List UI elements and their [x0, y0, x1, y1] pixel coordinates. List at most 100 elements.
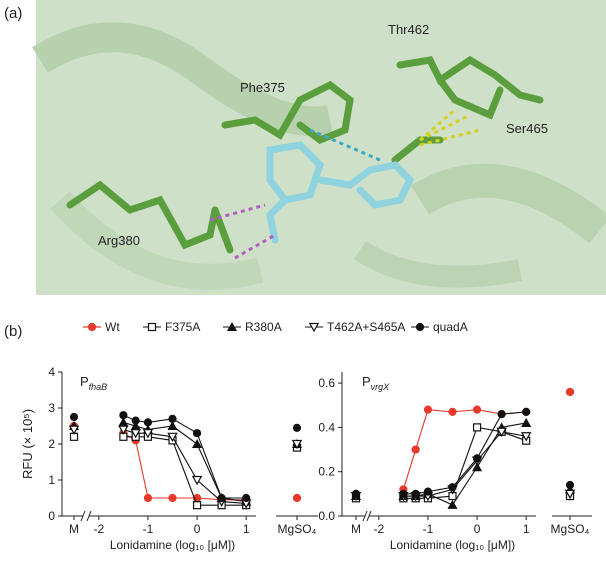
- marker: [192, 429, 202, 438]
- legend-label: T462A+S465A: [327, 320, 405, 334]
- x-tick-label: 1: [243, 522, 250, 536]
- y-tick-label: 0.2: [318, 465, 335, 479]
- marker: [118, 425, 129, 435]
- marker: [521, 417, 532, 427]
- x-axis-label: Lonidamine (log₁₀ [μM]): [110, 538, 235, 552]
- residue-label: Phe375: [240, 80, 285, 95]
- marker: [497, 409, 506, 419]
- residue-label: Arg380: [98, 233, 140, 248]
- marker: [291, 439, 303, 450]
- x-tick-label: M: [351, 522, 361, 536]
- residue-label: Thr462: [388, 22, 429, 37]
- series-line: [123, 432, 247, 501]
- marker: [143, 418, 153, 427]
- marker: [143, 493, 153, 503]
- y-tick-label: 2: [48, 437, 55, 451]
- residue-label: Ser465: [506, 121, 548, 136]
- axis-break: [86, 510, 92, 522]
- marker: [142, 429, 154, 439]
- series-line: [403, 411, 527, 495]
- x-tick-label: -2: [93, 522, 104, 536]
- panel-label: (b): [4, 323, 22, 340]
- x-tick-label: M: [69, 522, 79, 536]
- marker: [167, 432, 178, 443]
- chart-title: P: [80, 374, 89, 389]
- marker: [520, 432, 532, 442]
- marker: [415, 322, 425, 332]
- x-tick-label: MgSO₄: [278, 522, 317, 536]
- marker: [447, 499, 458, 509]
- marker: [217, 493, 226, 503]
- marker: [472, 462, 483, 472]
- marker: [68, 425, 80, 435]
- marker: [292, 423, 302, 432]
- y-tick-label: 3: [48, 401, 55, 415]
- y-tick-label: 0.4: [318, 420, 335, 434]
- chart-title: P: [362, 374, 371, 389]
- x-tick-label: -1: [143, 522, 154, 536]
- marker: [192, 501, 202, 510]
- x-tick-label: -1: [423, 522, 434, 536]
- y-axis-label: RFU (× 10⁵): [20, 409, 35, 479]
- marker: [118, 417, 129, 427]
- y-tick-label: 0.0: [318, 509, 335, 523]
- marker: [564, 489, 576, 500]
- y-tick-label: 1: [48, 473, 55, 487]
- marker: [191, 475, 203, 486]
- marker: [147, 322, 157, 332]
- marker: [87, 322, 97, 332]
- series-line: [123, 429, 247, 504]
- marker: [292, 493, 302, 503]
- legend-label: R380A: [245, 320, 282, 334]
- marker: [411, 445, 420, 454]
- y-tick-label: 4: [48, 365, 55, 379]
- marker: [226, 321, 238, 331]
- marker: [423, 487, 433, 496]
- y-tick-label: 0: [48, 509, 55, 523]
- marker: [423, 405, 433, 414]
- marker: [565, 480, 575, 490]
- marker: [351, 489, 361, 498]
- chart-title: PvrgX: [362, 374, 390, 392]
- chart-title-sub: fhaB: [89, 382, 108, 392]
- panel-label: (a): [4, 5, 22, 22]
- structure-image: [32, 0, 606, 295]
- x-tick-label: 0: [194, 522, 201, 536]
- series-line: [402, 409, 527, 490]
- x-tick-label: 0: [474, 522, 481, 536]
- marker: [472, 405, 482, 414]
- series-line: [123, 421, 247, 503]
- marker: [472, 454, 482, 463]
- marker: [119, 411, 128, 420]
- marker: [130, 429, 141, 439]
- x-axis-label: Lonidamine (log₁₀ [μM]): [390, 538, 515, 552]
- marker: [411, 489, 420, 498]
- marker: [522, 407, 531, 416]
- marker: [69, 412, 79, 422]
- marker: [448, 407, 457, 416]
- chart-title: PfhaB: [80, 374, 107, 392]
- legend-label: quadA: [433, 320, 468, 334]
- marker: [565, 387, 575, 397]
- marker: [168, 493, 177, 503]
- axis-break: [366, 510, 372, 522]
- y-tick-label: 0.6: [318, 376, 335, 390]
- marker: [242, 493, 251, 503]
- x-tick-label: -2: [373, 522, 384, 536]
- legend-label: F375A: [165, 320, 200, 334]
- marker: [308, 322, 320, 333]
- legend-label: Wt: [105, 320, 120, 334]
- axis-break: [80, 510, 86, 522]
- marker: [167, 420, 178, 430]
- marker: [472, 423, 482, 432]
- marker: [192, 438, 203, 448]
- marker: [168, 414, 177, 423]
- chart-title-sub: vrgX: [371, 382, 391, 392]
- axis-break: [362, 510, 368, 522]
- series-line: [403, 426, 527, 499]
- marker: [448, 483, 457, 492]
- x-tick-label: 1: [523, 522, 530, 536]
- marker: [496, 427, 507, 438]
- marker: [399, 489, 408, 498]
